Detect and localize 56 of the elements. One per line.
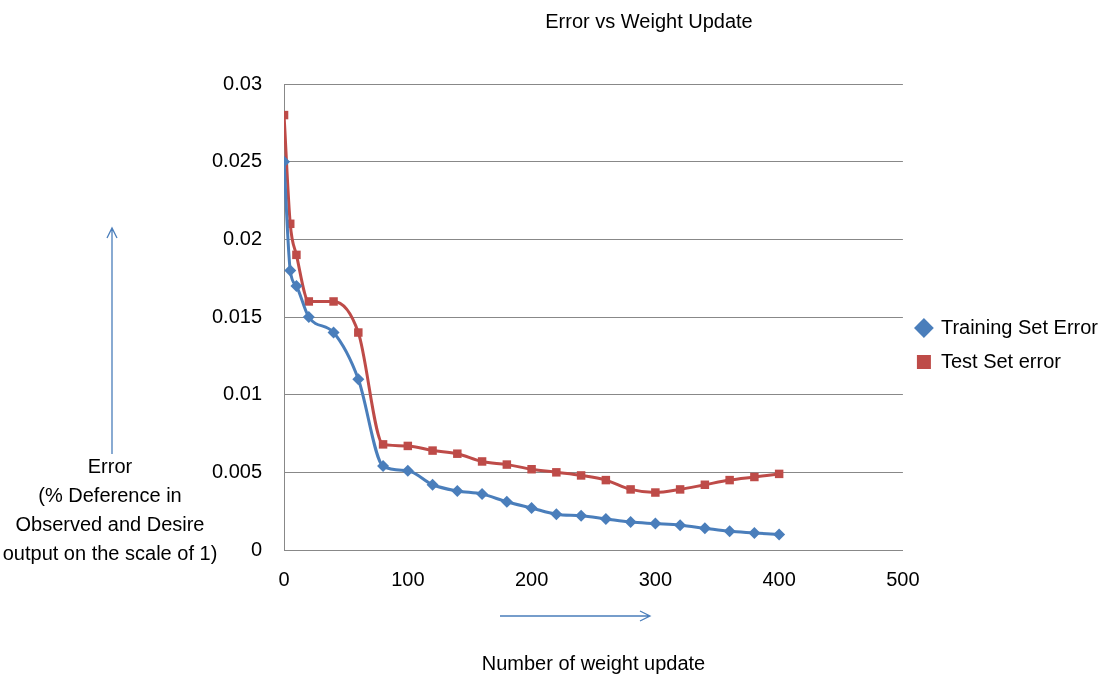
point <box>651 488 660 497</box>
point <box>552 468 561 477</box>
point <box>428 446 437 455</box>
y-tick-label: 0.025 <box>211 149 263 172</box>
point <box>674 519 687 532</box>
point <box>500 495 513 508</box>
point <box>649 517 662 530</box>
point <box>378 440 388 449</box>
x-tick-label: 400 <box>762 567 796 590</box>
point <box>352 373 365 386</box>
x-tick-label: 100 <box>391 567 425 590</box>
point <box>327 326 340 339</box>
point <box>723 525 736 538</box>
point <box>773 528 786 541</box>
point <box>675 485 685 494</box>
point <box>626 485 635 494</box>
y-tick-label: 0.01 <box>223 382 263 405</box>
point <box>453 449 462 458</box>
point <box>525 502 538 515</box>
point <box>750 472 759 482</box>
point <box>575 509 588 522</box>
x-tick-label: 500 <box>886 567 920 590</box>
x-tick-label: 300 <box>638 567 673 590</box>
point <box>290 279 303 292</box>
y-tick-label: 0.005 <box>211 459 263 482</box>
point <box>284 264 297 277</box>
chart-title: Error vs Weight Update <box>545 9 753 32</box>
point <box>304 297 314 306</box>
y-tick-label: 0.03 <box>223 71 263 94</box>
point <box>576 471 586 480</box>
x-tick-label: 0 <box>278 567 290 590</box>
point <box>550 508 563 521</box>
point <box>725 475 734 485</box>
x-tick-label: 200 <box>514 567 549 590</box>
y-tick-label: 0 <box>250 537 263 560</box>
x-axis-title: Number of weight update <box>481 651 706 674</box>
point <box>302 311 315 323</box>
point <box>599 512 612 525</box>
y-tick-label: 0.015 <box>211 304 263 327</box>
point <box>502 460 512 469</box>
point <box>451 484 464 497</box>
point <box>477 457 487 466</box>
point <box>329 297 338 306</box>
point <box>426 478 439 491</box>
point <box>354 328 363 337</box>
point <box>401 464 414 477</box>
legend-label: Test Set error <box>940 349 1062 372</box>
point <box>292 250 301 260</box>
point <box>624 516 637 529</box>
legend-label: Training Set Error <box>940 315 1099 338</box>
y-tick-label: 0.02 <box>223 226 263 249</box>
point <box>476 488 489 501</box>
point <box>748 526 761 539</box>
point <box>698 522 711 535</box>
point <box>377 460 390 473</box>
point <box>527 464 536 474</box>
